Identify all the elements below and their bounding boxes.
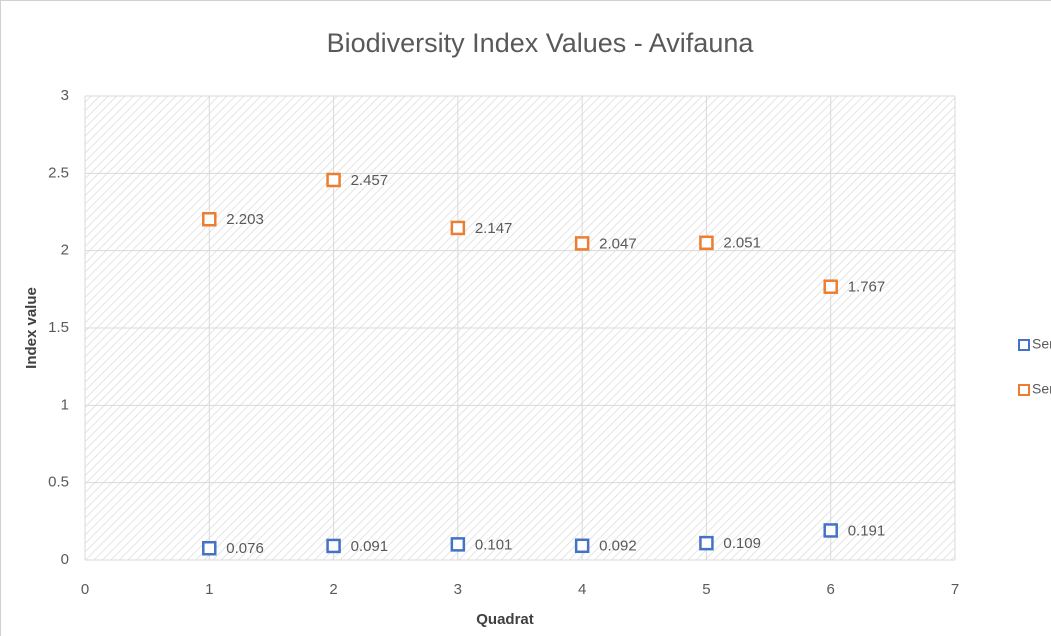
marker <box>450 537 466 552</box>
x-tick-label: 4 <box>578 581 586 598</box>
y-tick-label: 0.5 <box>48 474 69 491</box>
x-axis-label: Quadrat <box>476 611 534 628</box>
marker <box>450 220 466 236</box>
x-tick-label: 1 <box>205 581 213 598</box>
data-label: 2.047 <box>599 235 637 252</box>
legend-marker <box>1018 339 1030 351</box>
data-label: 0.191 <box>848 522 886 539</box>
legend-marker <box>1018 384 1030 396</box>
data-label: 2.203 <box>226 211 264 228</box>
data-label: 1.767 <box>848 279 886 296</box>
marker <box>699 235 714 251</box>
marker <box>326 172 341 188</box>
y-tick-label: 1.5 <box>48 319 69 336</box>
marker <box>823 279 838 294</box>
data-label: 0.101 <box>475 536 513 553</box>
marker <box>202 212 217 227</box>
marker <box>699 535 714 551</box>
y-tick-label: 2 <box>61 242 69 259</box>
y-tick-label: 1 <box>61 396 69 413</box>
chart-title: Biodiversity Index Values - Avifauna <box>327 28 755 58</box>
data-label: 0.092 <box>599 538 637 555</box>
marker <box>823 523 838 538</box>
x-tick-label: 2 <box>329 581 337 598</box>
legend-label: Series2 <box>1032 381 1051 397</box>
data-label: 2.051 <box>723 235 761 252</box>
x-tick-label: 7 <box>951 581 959 598</box>
x-tick-label: 3 <box>454 581 462 598</box>
legend-label: Series1 <box>1032 336 1051 352</box>
y-tick-label: 0 <box>61 551 69 568</box>
y-tick-label: 3 <box>61 87 69 104</box>
x-tick-label: 5 <box>702 581 710 598</box>
x-tick-label: 6 <box>827 581 835 598</box>
data-label: 0.109 <box>723 535 761 552</box>
marker <box>326 538 341 554</box>
data-label: 2.457 <box>351 172 389 189</box>
y-tick-label: 2.5 <box>48 164 69 181</box>
data-label: 2.147 <box>475 220 513 237</box>
marker <box>574 236 590 251</box>
y-axis-label: Index value <box>23 287 40 369</box>
marker <box>574 538 590 554</box>
data-label: 0.076 <box>226 540 264 557</box>
data-label: 0.091 <box>351 538 389 555</box>
marker <box>202 540 217 556</box>
x-tick-label: 0 <box>81 581 89 598</box>
